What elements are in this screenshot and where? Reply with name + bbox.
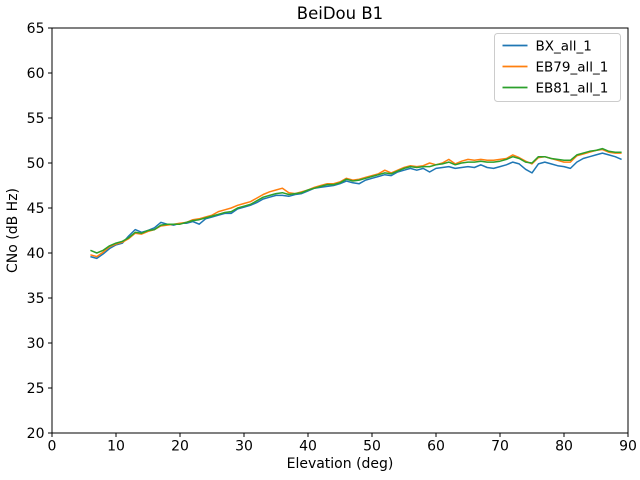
series-line-BX_all_1 — [90, 152, 622, 260]
x-tick-label: 70 — [491, 439, 509, 455]
y-tick-label: 55 — [27, 111, 45, 127]
y-tick-label: 45 — [27, 201, 45, 217]
x-tick-label: 50 — [363, 439, 381, 455]
axes: 0 10 20 30 40 50 60 70 80 90 20 25 30 35 40 45 50 55 60 65 — [27, 21, 637, 455]
y-tick-label: 25 — [27, 381, 45, 397]
legend-label-EB81_all_1: EB81_all_1 — [536, 80, 609, 96]
legend-label-EB79_all_1: EB79_all_1 — [536, 59, 609, 75]
y-tick-label: 65 — [27, 21, 45, 37]
y-tick-label: 60 — [27, 66, 45, 82]
legend-box — [494, 33, 621, 102]
plot-border — [51, 27, 629, 434]
y-tick-label: 30 — [27, 336, 45, 352]
series-lines — [90, 147, 622, 260]
series-line-EB81_all_1 — [90, 147, 622, 254]
x-tick-label: 80 — [555, 439, 573, 455]
x-tick-label: 30 — [235, 439, 253, 455]
x-tick-label: 20 — [171, 439, 189, 455]
chart-title: BeiDou B1 — [297, 4, 383, 23]
y-tick-label: 40 — [27, 246, 45, 262]
legend: BX_all_1 EB79_all_1 EB81_all_1 — [494, 33, 621, 102]
y-axis-label: CNo (dB Hz) — [5, 188, 21, 273]
x-tick-label: 10 — [107, 439, 125, 455]
series-line-EB79_all_1 — [90, 148, 622, 258]
x-tick-label: 60 — [427, 439, 445, 455]
x-tick-label: 40 — [299, 439, 317, 455]
x-axis-label: Elevation (deg) — [287, 456, 394, 472]
x-tick-label: 90 — [619, 439, 637, 455]
y-tick-label: 50 — [27, 156, 45, 172]
y-tick-label: 35 — [27, 291, 45, 307]
x-tick-label: 0 — [48, 439, 57, 455]
y-tick-label: 20 — [27, 426, 45, 442]
legend-label-BX_all_1: BX_all_1 — [536, 38, 592, 54]
